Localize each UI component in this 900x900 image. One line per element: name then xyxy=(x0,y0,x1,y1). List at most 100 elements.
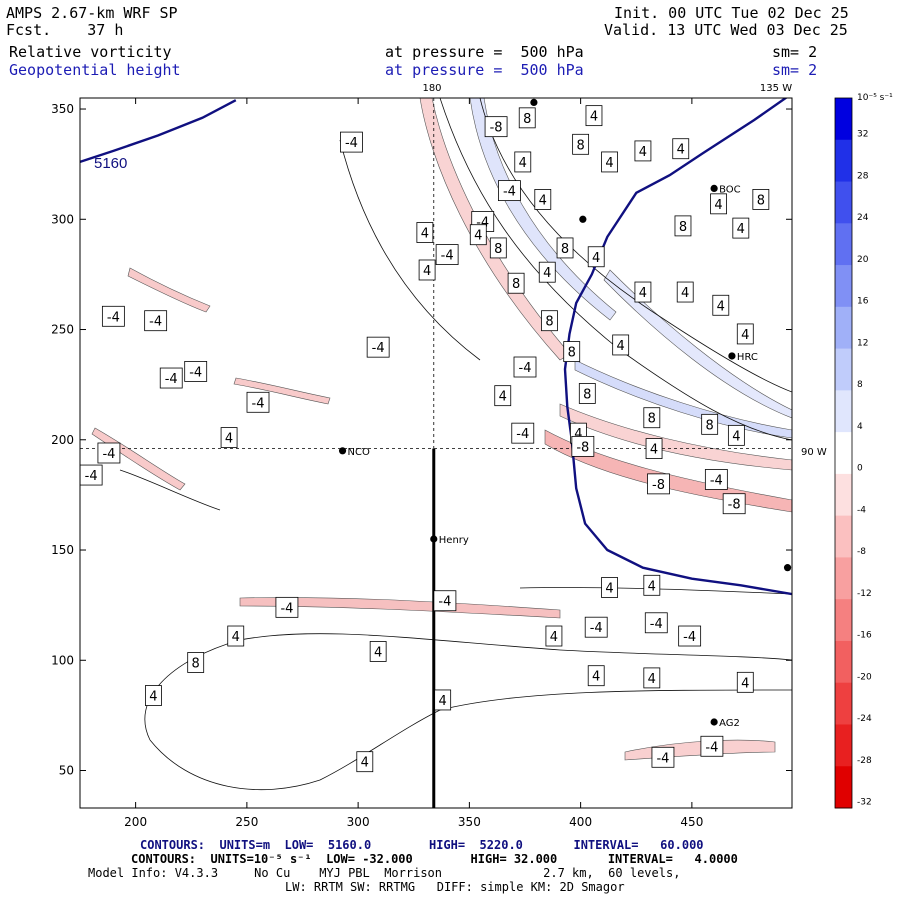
forecast-hour: Fcst. 37 h xyxy=(6,21,124,39)
contour-label-text: 4 xyxy=(543,266,551,281)
contour-label-box xyxy=(736,323,754,345)
colorbar-swatch xyxy=(835,640,852,684)
contour-label-text: 4 xyxy=(741,328,749,343)
init-time: Init. 00 UTC Tue 02 Dec 25 xyxy=(614,4,849,22)
contour-label-box xyxy=(736,671,754,693)
contour-label-text: 8 xyxy=(757,193,765,208)
contour-label-text: 4 xyxy=(797,224,805,239)
contour-label-text: -8 xyxy=(576,440,589,455)
contour-label-text: 4 xyxy=(519,156,527,171)
contour-label-text: 8 xyxy=(706,418,714,433)
contour-label: 4 xyxy=(732,217,750,239)
colorbar: 32 28 24 20 16 12 8 4 0 -4 -8 -12 -16 -20 -24 -28 -32 xyxy=(834,97,872,809)
contour-label: 8 xyxy=(541,310,558,332)
contour-label: 4 xyxy=(712,294,730,316)
contour-label-box xyxy=(634,140,652,162)
field2-smoothing: sm= 2 xyxy=(772,61,818,79)
colorbar-frame xyxy=(834,97,853,809)
top-longitude-180: 180 xyxy=(422,83,441,94)
contour-label-box xyxy=(541,310,558,332)
contour-label: 8 xyxy=(187,652,205,673)
contour-label-text: 4 xyxy=(650,443,658,458)
contour-label-box xyxy=(601,577,618,598)
colorbar-label: -8 xyxy=(857,547,866,557)
colorbar-swatch xyxy=(835,181,852,224)
right-latitude-90w: 90 W xyxy=(801,447,827,458)
contour-label-text: -8 xyxy=(490,121,503,136)
station-marker xyxy=(728,352,736,360)
contour-label-box xyxy=(489,237,507,259)
contour-label-text: 8 xyxy=(545,315,553,330)
contour-label: 8 xyxy=(578,383,596,404)
contour-label-box xyxy=(722,493,746,515)
contour-label: 4 xyxy=(672,138,690,160)
contour-label-box xyxy=(356,751,374,773)
contour-label-box xyxy=(366,336,390,358)
positive-band-2 xyxy=(603,269,792,419)
colorbar-swatch xyxy=(835,265,852,308)
colorbar-label: 16 xyxy=(857,297,869,307)
contour-label-text: -8 xyxy=(652,478,665,493)
contour-label: 4 xyxy=(434,689,452,711)
y-tick-label: 150 xyxy=(51,543,74,557)
contour-label: 4 xyxy=(545,625,563,647)
contour-label-box xyxy=(645,438,663,459)
contour-label-text: 4 xyxy=(592,670,600,685)
contour-label: 4 xyxy=(220,427,238,448)
contour-label: 8 xyxy=(752,189,770,210)
contour-label-text: -4 xyxy=(503,185,516,200)
negative-band-1 xyxy=(544,429,792,513)
contour-label-box xyxy=(340,131,363,153)
x-tick-label: 300 xyxy=(347,815,370,829)
colorbar-swatch xyxy=(835,432,852,475)
vorticity-contour-4 xyxy=(479,98,792,393)
contour-label-text: 4 xyxy=(639,286,647,301)
contour-label: -4 xyxy=(144,310,168,332)
contour-label-box xyxy=(587,246,605,268)
station-label: BOC xyxy=(719,184,741,195)
height-contour-5160 xyxy=(80,99,237,164)
contour-label-box xyxy=(585,105,603,127)
contour-label-text: 4 xyxy=(439,694,447,709)
contour-label-text: 8 xyxy=(679,220,687,235)
contour-label-box xyxy=(159,367,183,389)
contour-label-box xyxy=(674,215,692,237)
contour-label: 4 xyxy=(634,281,652,303)
field1-name: Relative vorticity xyxy=(9,43,172,61)
contour-label-box xyxy=(571,435,595,457)
positive-band-3 xyxy=(469,98,617,321)
contour-label-text: -4 xyxy=(590,621,603,636)
physics-info: LW: RRTM SW: RRTMG DIFF: simple KM: 2D S… xyxy=(285,880,625,894)
contour-label: -4 xyxy=(511,422,535,444)
field1-smoothing: sm= 2 xyxy=(772,43,818,61)
contour-label-text: 4 xyxy=(737,222,745,237)
field2-name: Geopotential height xyxy=(9,61,181,79)
contour-label: -4 xyxy=(435,244,459,265)
contour-label: 4 xyxy=(534,189,552,210)
contour-label-text: -4 xyxy=(189,365,202,380)
contour-label-box xyxy=(678,625,702,647)
height-contour-info: CONTOURS: UNITS=m LOW= 5160.0 HIGH= 5220… xyxy=(140,838,704,852)
colorbar-label: -24 xyxy=(857,714,872,724)
contour-label-box xyxy=(601,151,618,173)
contour-label-text: 4 xyxy=(681,286,689,301)
vorticity-contour-3 xyxy=(439,98,792,441)
contour-label-text: 4 xyxy=(421,227,429,242)
colorbar-label: 4 xyxy=(857,422,863,432)
contour-label: 8 xyxy=(507,272,525,294)
contour-label-box xyxy=(701,413,719,435)
height-contour-label: 5160 xyxy=(94,155,127,172)
contour-label-box xyxy=(587,665,605,687)
contour-label: 4 xyxy=(736,323,754,345)
contour-label-text: -4 xyxy=(85,469,98,484)
contour-label-box xyxy=(634,281,652,303)
contour-label: 8 xyxy=(643,407,661,429)
contour-label-text: 4 xyxy=(374,645,382,660)
colorbar-swatch xyxy=(835,223,852,266)
contour-label: -4 xyxy=(704,469,728,490)
station-marker xyxy=(338,447,347,455)
contour-label: -8 xyxy=(571,435,595,457)
colorbar-swatch xyxy=(835,557,852,600)
contour-label-text: -4 xyxy=(345,136,358,151)
